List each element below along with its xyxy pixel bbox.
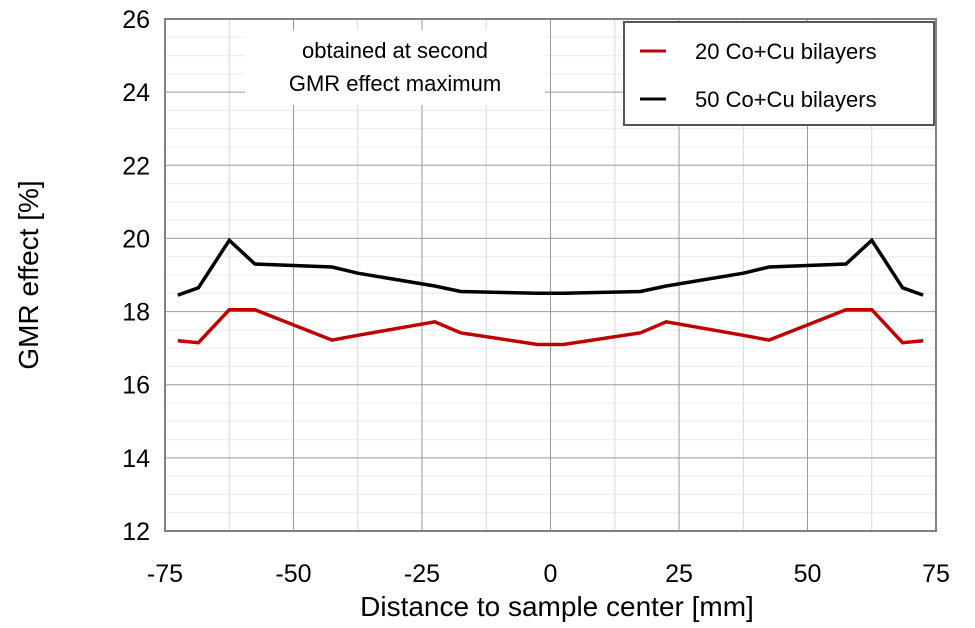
y-axis-label: GMR effect [%] — [13, 180, 44, 369]
y-tick-labels: 12 14 16 18 20 22 24 26 — [122, 6, 150, 546]
x-tick-label: 25 — [665, 560, 693, 588]
series-group — [177, 237, 924, 347]
y-tick-label: 12 — [122, 518, 150, 546]
annotation-line-1: obtained at second — [302, 38, 488, 63]
x-tick-label: -75 — [147, 560, 183, 588]
annotation-box: obtained at second GMR effect maximum — [245, 30, 545, 105]
x-axis-label: Distance to sample center [mm] — [360, 591, 754, 622]
y-tick-label: 18 — [122, 299, 150, 327]
plot-frame — [164, 18, 937, 532]
x-tick-label: -50 — [275, 560, 311, 588]
y-tick-label: 20 — [122, 225, 150, 253]
annotation-background — [245, 30, 545, 105]
x-tick-label: 75 — [922, 560, 950, 588]
x-tick-label: 50 — [794, 560, 822, 588]
legend: 20 Co+Cu bilayers 50 Co+Cu bilayers — [623, 21, 935, 126]
legend-box — [623, 21, 935, 126]
series-line-1 — [177, 237, 924, 297]
annotation-line-2: GMR effect maximum — [289, 71, 501, 96]
y-tick-label: 24 — [122, 79, 150, 107]
y-tick-label: 16 — [122, 372, 150, 400]
legend-label-20-bilayers: 20 Co+Cu bilayers — [695, 39, 877, 64]
y-tick-label: 22 — [122, 152, 150, 180]
y-tick-label: 26 — [122, 6, 150, 34]
x-tick-label: 0 — [544, 560, 558, 588]
x-tick-labels: -75 -50 -25 0 25 50 75 — [147, 560, 950, 588]
legend-label-50-bilayers: 50 Co+Cu bilayers — [695, 87, 877, 112]
major-grid — [164, 18, 937, 532]
x-tick-label: -25 — [404, 560, 440, 588]
series-line-0 — [177, 307, 924, 347]
y-tick-label: 14 — [122, 445, 150, 473]
